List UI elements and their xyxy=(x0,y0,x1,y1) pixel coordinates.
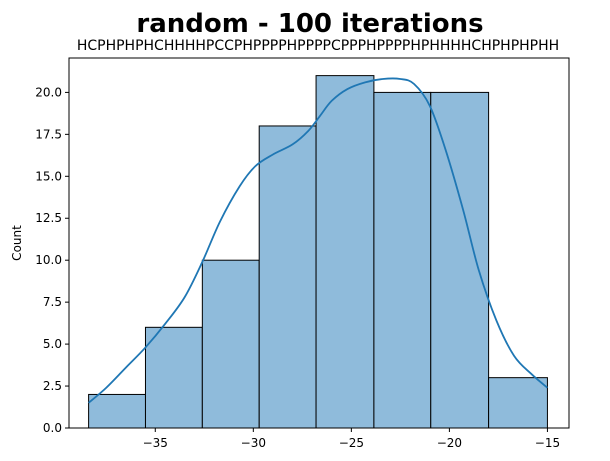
chart-subtitle: HCPHPHPHCHHHHPCCPHPPPPHPPPPCPPPHPPPPHPHH… xyxy=(77,38,559,54)
x-tick-label: −20 xyxy=(437,436,462,450)
y-tick-label: 10.0 xyxy=(35,253,62,267)
y-tick-label: 20.0 xyxy=(35,85,62,99)
histogram-bars xyxy=(88,75,548,429)
y-axis: 0.0 2.5 5.0 7.5 10.0 12.5 15.0 17.5 20.0 xyxy=(35,85,69,435)
plot-frame xyxy=(68,57,570,429)
x-tick-label: −30 xyxy=(241,436,266,450)
y-tick-label: 7.5 xyxy=(43,295,62,309)
y-tick-label: 15.0 xyxy=(35,169,62,183)
y-axis-label: Count xyxy=(10,225,24,261)
kde-curve xyxy=(88,77,549,404)
histogram-bar xyxy=(201,259,260,429)
x-tick-label: −15 xyxy=(535,436,560,450)
histogram-bar xyxy=(144,326,203,429)
histogram-bar xyxy=(258,125,317,429)
x-tick-label: −35 xyxy=(143,436,168,450)
histogram-bar xyxy=(315,75,375,429)
x-axis: −35 −30 −25 −20 −15 xyxy=(143,428,560,450)
y-tick-label: 0.0 xyxy=(43,421,62,435)
histogram-bar xyxy=(88,393,146,429)
chart-title: random - 100 iterations xyxy=(136,9,483,39)
y-tick-label: 12.5 xyxy=(35,211,62,225)
histogram-bar xyxy=(488,377,548,429)
y-tick-label: 17.5 xyxy=(35,127,62,141)
histogram-bar xyxy=(430,91,490,429)
x-tick-label: −25 xyxy=(339,436,364,450)
y-tick-label: 5.0 xyxy=(43,337,62,351)
histogram-bar xyxy=(373,91,432,429)
y-tick-label: 2.5 xyxy=(43,379,62,393)
